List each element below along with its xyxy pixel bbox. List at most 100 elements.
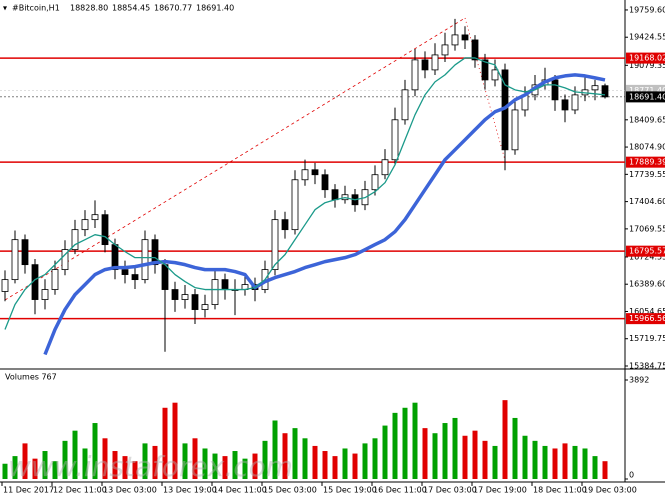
candle-body [101, 214, 109, 246]
volume-bar [502, 400, 508, 479]
level-label-bg [626, 52, 665, 64]
ohlc-label: 18854.45 [112, 4, 150, 13]
price-label: 18691.40 [629, 92, 665, 101]
candle-body [591, 85, 599, 91]
candle-body [561, 99, 569, 111]
volume-bar [602, 461, 608, 479]
menu-icon[interactable]: ▾ [3, 4, 7, 13]
candle-body [491, 69, 499, 81]
y-tick-label: 16724.55 [629, 252, 665, 261]
candle-body [371, 174, 379, 191]
volume-bar [22, 443, 28, 479]
volume-bar [42, 451, 48, 479]
ohlc-label: 18691.40 [196, 4, 234, 13]
volume-bar [572, 445, 578, 479]
volume-bar [122, 456, 128, 479]
candle-body [181, 294, 189, 300]
level-label: 19168.02 [629, 54, 665, 63]
volume-bar [512, 417, 518, 479]
candle-body [71, 229, 79, 250]
candle-body [61, 249, 69, 271]
volume-bar [522, 435, 528, 479]
x-tick-label: 11 Dec 2017 [3, 486, 54, 495]
volume-bar [242, 458, 248, 479]
volume-bar [452, 417, 458, 479]
price-label-bg [626, 91, 665, 103]
candle-body [401, 89, 409, 121]
price-label-bg [626, 84, 665, 96]
candle-body [81, 219, 89, 231]
candle-body [1, 279, 9, 292]
x-tick-label: 19 Dec 03:00 [583, 486, 637, 495]
candle-body [201, 304, 209, 310]
x-tick-label: 12 Dec 11:00 [53, 486, 107, 495]
candle-body [441, 44, 449, 56]
candle-body [391, 119, 399, 161]
y-tick-label: 19759.60 [629, 5, 665, 14]
volume-bar [262, 440, 268, 479]
candle-body [551, 79, 559, 101]
volume-bar [112, 451, 118, 479]
volume-bar [342, 448, 348, 479]
ohlc-label: 18670.77 [154, 4, 192, 13]
candle-body [471, 39, 479, 61]
volume-bar [462, 435, 468, 479]
y-tick-label: 17069.55 [629, 224, 665, 233]
volume-bar [102, 438, 108, 479]
volume-bar [482, 440, 488, 479]
volume-bar [412, 402, 418, 479]
volume-bar [372, 438, 378, 479]
level-label: 15966.56 [629, 314, 665, 323]
y-tick-label: 18074.90 [629, 143, 665, 152]
volume-bar [202, 448, 208, 479]
watermark: www.instaforex.com [8, 450, 293, 483]
volume-bar [142, 443, 148, 479]
chart-title: #Bitcoin,H1 [12, 4, 60, 13]
volume-bar [292, 428, 298, 479]
y-tick-label: 16054.65 [629, 307, 665, 316]
y-tick-label: 19079.35 [629, 61, 665, 70]
candle-body [221, 279, 229, 290]
candle-body [151, 239, 159, 266]
x-tick-label: 15 Dec 19:00 [323, 486, 377, 495]
volume-bar [402, 407, 408, 479]
volume-bar [62, 440, 68, 479]
volume-bar [542, 445, 548, 479]
candle-body [311, 169, 319, 176]
volume-bar [252, 453, 258, 479]
volume-bar [322, 451, 328, 479]
candle-body [271, 219, 279, 271]
volume-bar [582, 448, 588, 479]
level-label-bg [626, 245, 665, 257]
candle-body [411, 59, 419, 91]
volume-bar [272, 420, 278, 479]
volume-bar [72, 430, 78, 479]
volume-bar [352, 453, 358, 479]
level-label: 17889.39 [629, 158, 665, 167]
candle-body [21, 239, 29, 266]
level-label: 16795.57 [629, 247, 665, 256]
volume-bar [172, 402, 178, 479]
volume-bar [492, 445, 498, 479]
volume-bar [182, 443, 188, 479]
candle-body [41, 289, 49, 300]
x-tick-label: 17 Dec 03:00 [423, 486, 477, 495]
y-tick-label: 15384.75 [629, 361, 665, 370]
volume-title: Volumes 767 [5, 373, 57, 382]
volume-bar [222, 456, 228, 479]
y-tick-label: 17404.60 [629, 197, 665, 206]
candle-body [121, 269, 129, 275]
volume-bar [312, 445, 318, 479]
volume-bar [32, 458, 38, 479]
candle-body [331, 189, 339, 201]
candle-body [131, 274, 139, 281]
x-tick-label: 15 Dec 03:00 [263, 486, 317, 495]
candle-body [321, 174, 329, 191]
volume-bar [532, 440, 538, 479]
volume-bar [162, 407, 168, 479]
x-tick-label: 17 Dec 19:00 [473, 486, 527, 495]
volume-bar [212, 453, 218, 479]
x-tick-label: 14 Dec 11:00 [213, 486, 267, 495]
